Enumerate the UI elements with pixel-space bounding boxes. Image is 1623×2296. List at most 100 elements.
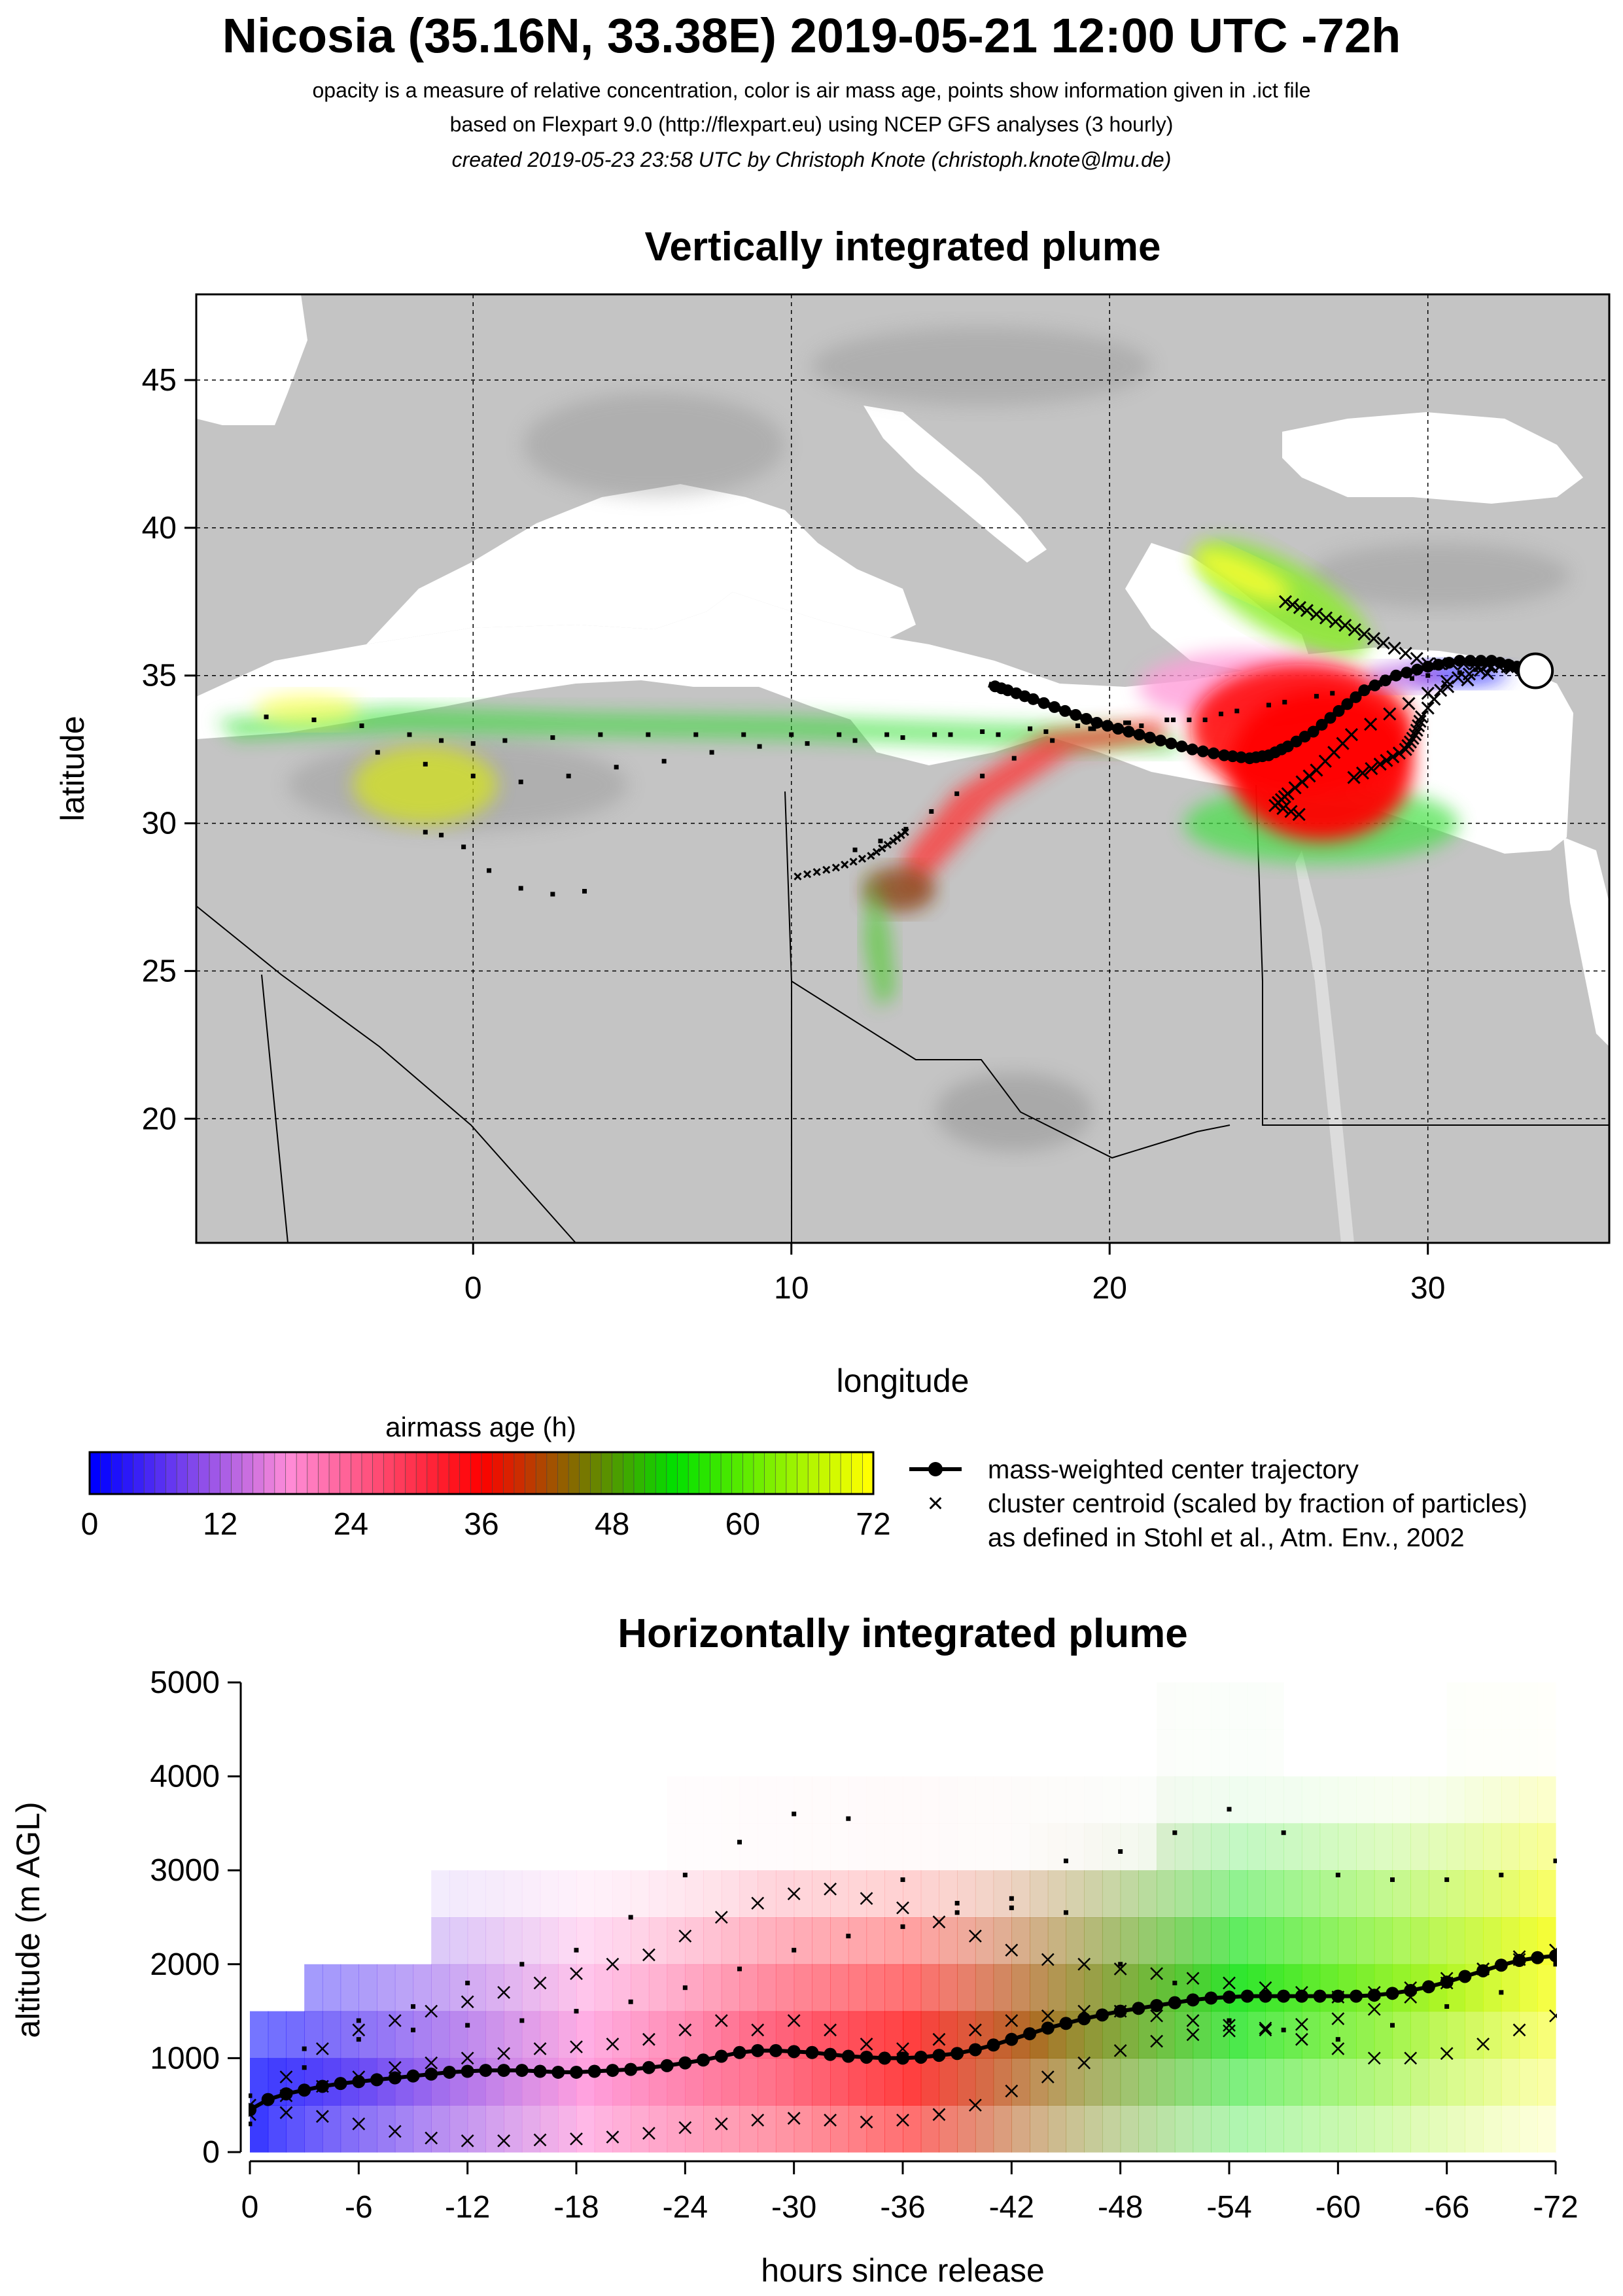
map-center-trajectory-point <box>989 680 1002 693</box>
altitude-heat-cell <box>594 1964 614 2012</box>
altitude-cluster-centroid <box>714 2117 728 2131</box>
altitude-heat-cell <box>812 1964 831 2012</box>
map-panel <box>196 294 1609 1243</box>
altitude-cluster-centroid <box>425 2131 438 2145</box>
altitude-heat-cell <box>1229 1964 1248 2012</box>
altitude-heat-cell <box>449 1917 468 1965</box>
map-y-tick-label: 35 <box>142 659 177 693</box>
colorbar-cell <box>209 1452 221 1495</box>
colorbar-cell <box>372 1452 385 1495</box>
altitude-cluster-centroid <box>860 2037 873 2051</box>
map-trajectory-point <box>550 892 555 897</box>
altitude-heat-cell <box>776 1777 794 1824</box>
altitude-x-tick-label: -36 <box>880 2190 925 2225</box>
colorbar-title: airmass age (h) <box>385 1412 576 1442</box>
altitude-heat-cell <box>1047 1823 1067 1871</box>
altitude-heat-cell <box>1157 1730 1175 1777</box>
altitude-heat-cell <box>1265 2011 1284 2059</box>
map-x-tick-label: 20 <box>1092 1271 1127 1306</box>
altitude-heat-cell <box>884 1964 903 2012</box>
altitude-heat-cell <box>1193 1870 1212 1918</box>
colorbar-cell <box>100 1452 113 1495</box>
altitude-heat-cell <box>377 2011 396 2059</box>
altitude-heat-cell <box>866 2105 885 2153</box>
altitude-trajectory-point <box>356 2018 361 2023</box>
map-trajectory-point <box>598 732 603 737</box>
altitude-heat-cell <box>449 2105 468 2153</box>
map-cluster-centroid <box>849 858 858 866</box>
altitude-heat-cell <box>667 2011 686 2059</box>
map-center-trajectory-point <box>1101 720 1113 732</box>
altitude-heat-cell <box>1301 2011 1321 2059</box>
altitude-heat-cell <box>431 1964 450 2012</box>
altitude-heat-cell <box>1356 2105 1375 2153</box>
map-center-trajectory-point <box>1358 684 1370 697</box>
western-mediterranean <box>366 484 916 644</box>
altitude-heat-cell <box>1338 1823 1357 1871</box>
map-trajectory-point <box>996 732 1001 737</box>
colorbar-cell <box>699 1452 711 1495</box>
altitude-heat-cell <box>1428 1776 1448 1824</box>
altitude-heat-cell <box>558 2011 577 2059</box>
altitude-heat-cell <box>631 2105 650 2153</box>
colorbar-cell <box>328 1452 341 1495</box>
altitude-heat-cell <box>521 1917 541 1965</box>
altitude-heat-cell <box>1120 2105 1139 2153</box>
altitude-heat-cell <box>812 1917 831 1965</box>
map-center-trajectory-point <box>1454 655 1466 667</box>
altitude-heat-cell <box>1465 1870 1484 1918</box>
altitude-heat-cell <box>1465 1917 1484 1965</box>
altitude-heat-cell <box>867 1777 885 1824</box>
altitude-trajectory-point <box>1172 1981 1178 1986</box>
altitude-cluster-centroid <box>896 2042 909 2055</box>
altitude-heat-cell <box>1011 2105 1030 2153</box>
altitude-heat-cell <box>1319 1823 1338 1871</box>
map-center-trajectory-point <box>1369 679 1381 691</box>
altitude-heat-cell <box>1519 1870 1538 1918</box>
altitude-heat-cell <box>830 2105 849 2153</box>
altitude-heat-cell <box>703 1823 722 1870</box>
map-cluster-centroid <box>1365 761 1378 776</box>
altitude-heat-cell <box>920 2105 940 2153</box>
colorbar-cell <box>459 1452 472 1495</box>
colorbar-cell <box>405 1452 417 1495</box>
altitude-center-trajectory-point <box>1512 1954 1526 1968</box>
altitude-center-trajectory-point <box>896 2051 909 2065</box>
map-center-trajectory-point <box>1486 655 1497 667</box>
altitude-heat-cell <box>1120 2011 1139 2059</box>
colorbar-cell <box>862 1452 874 1495</box>
altitude-y-axis-label: altitude (m AGL) <box>10 1801 46 2038</box>
altitude-heat-cell <box>558 1917 577 1965</box>
altitude-cluster-centroid <box>714 1911 728 1924</box>
altitude-center-trajectory-point <box>1277 1989 1291 2003</box>
altitude-heat-cell <box>1501 2058 1520 2106</box>
altitude-heat-cell <box>268 2011 287 2059</box>
colorbar-cell <box>220 1452 232 1495</box>
altitude-center-trajectory-point <box>1367 1989 1381 2002</box>
altitude-heat-cell <box>1211 2011 1230 2059</box>
altitude-heat-cell <box>1211 1870 1230 1918</box>
map-cluster-centroid <box>1399 646 1412 660</box>
altitude-heat-cell <box>830 1917 849 1965</box>
altitude-heat-cell <box>1301 2105 1321 2153</box>
altitude-heat-cell <box>1374 1823 1393 1871</box>
altitude-heat-cell <box>1446 1776 1465 1824</box>
altitude-heat-cell <box>1501 1682 1520 1730</box>
altitude-heat-cell <box>1338 1964 1357 2012</box>
altitude-heat-cell <box>485 1964 504 2012</box>
altitude-cluster-centroid <box>1077 1957 1091 1971</box>
altitude-trajectory-point <box>1281 2027 1286 2032</box>
altitude-x-tick-label: 0 <box>241 2190 259 2225</box>
map-cluster-centroid <box>1347 771 1361 784</box>
altitude-heat-cell <box>703 1917 722 1965</box>
altitude-cluster-centroid <box>1404 2051 1418 2065</box>
altitude-heat-cell <box>1392 1870 1411 1918</box>
colorbar-cell <box>133 1452 145 1495</box>
altitude-heat-cell <box>1102 2058 1121 2106</box>
legend-cluster-reference: as defined in Stohl et al., Atm. Env., 2… <box>988 1523 1465 1552</box>
altitude-center-trajectory-point <box>1458 1970 1472 1983</box>
map-release-point <box>1517 652 1554 689</box>
colorbar-cell <box>351 1452 362 1495</box>
altitude-heat-cell <box>1229 2011 1248 2059</box>
map-cluster-centroid <box>872 848 881 856</box>
